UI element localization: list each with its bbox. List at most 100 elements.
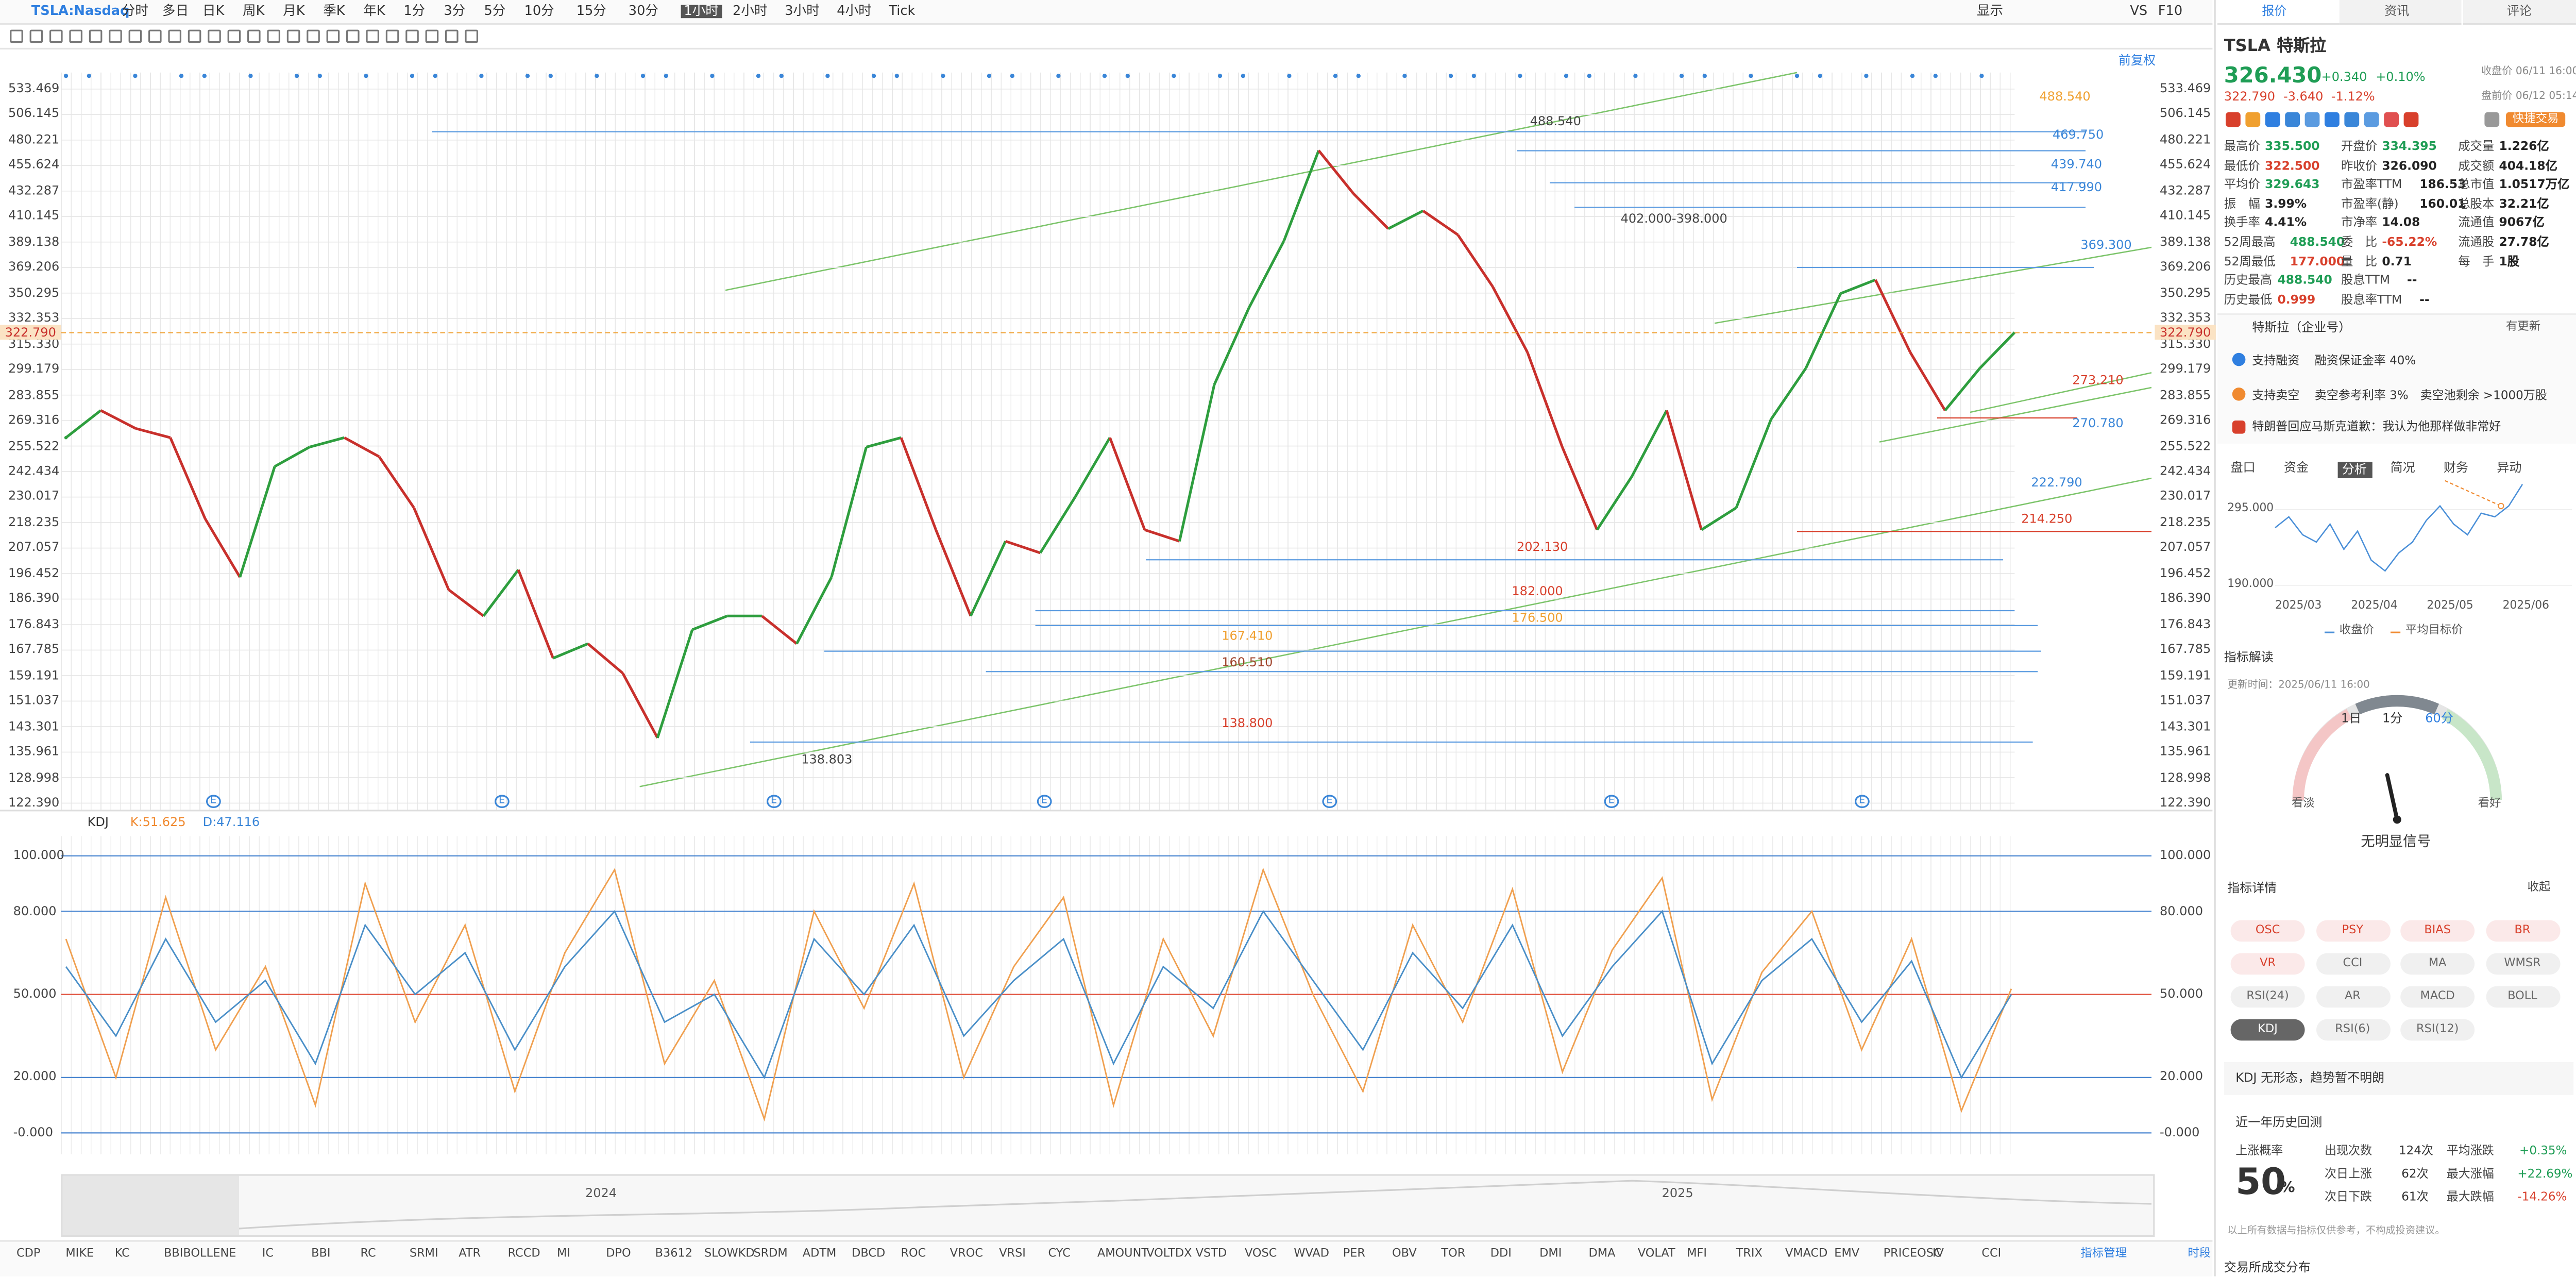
period-tab[interactable]: 5分 (484, 3, 506, 19)
panel-tab[interactable]: 报价 (2262, 3, 2287, 19)
indicator-tab[interactable]: KC (114, 1247, 130, 1260)
tool-icon[interactable] (366, 29, 379, 43)
tool-icon[interactable] (49, 29, 63, 43)
indicator-tab[interactable]: MFI (1687, 1247, 1707, 1260)
indicator-button-label[interactable]: RSI(24) (2246, 989, 2289, 1003)
tool-icon[interactable] (208, 29, 221, 43)
period-tab[interactable]: Tick (889, 3, 916, 19)
indicator-tab[interactable]: VSTD (1195, 1247, 1227, 1260)
indicator-tab[interactable]: WVAD (1294, 1247, 1329, 1260)
tool-icon[interactable] (267, 29, 280, 43)
indicator-tab[interactable]: ADTM (802, 1247, 837, 1260)
period-tab[interactable]: 3小时 (785, 3, 820, 19)
indicator-period[interactable]: 60分 (2425, 711, 2453, 726)
indicator-tab[interactable]: VOLAT (1637, 1247, 1675, 1260)
indicator-period[interactable]: 1日 (2341, 711, 2362, 726)
indicator-tab[interactable]: ROC (901, 1247, 926, 1260)
period-tab[interactable]: 月K (283, 3, 305, 19)
tool-icon[interactable] (286, 29, 300, 43)
tool-icon[interactable] (405, 29, 419, 43)
indicator-button-label[interactable]: BOLL (2507, 989, 2537, 1003)
indicator-tab[interactable]: AMOUNT (1097, 1247, 1149, 1260)
indicator-tab[interactable]: IC (262, 1247, 274, 1260)
indicator-button[interactable] (2230, 920, 2305, 942)
indicator-tab[interactable]: RC (360, 1247, 376, 1260)
tool-icon[interactable] (425, 29, 439, 43)
indicator-tab[interactable]: DPO (606, 1247, 631, 1260)
earnings-marker[interactable]: E (1322, 795, 1337, 808)
tool-icon[interactable] (69, 29, 82, 43)
tool-icon[interactable] (168, 29, 181, 43)
indicator-tab[interactable]: RCCD (507, 1247, 540, 1260)
tool-icon[interactable] (148, 29, 162, 43)
indicator-button[interactable] (2315, 986, 2390, 1008)
earnings-marker[interactable]: E (767, 795, 782, 808)
indicator-tab[interactable]: VMACD (1785, 1247, 1828, 1260)
indicator-button-label[interactable]: MA (2428, 956, 2447, 970)
period-tab[interactable]: 3分 (444, 3, 466, 19)
earnings-marker[interactable]: E (1037, 795, 1052, 808)
earnings-marker[interactable]: E (1855, 795, 1870, 808)
indicator-tab[interactable]: DBCD (852, 1247, 886, 1260)
period-tab[interactable]: 分时 (122, 3, 148, 19)
indicator-button[interactable] (2315, 1019, 2390, 1041)
period-tab[interactable]: 2小时 (733, 3, 768, 19)
indicator-button-label[interactable]: CCI (2343, 956, 2363, 970)
indicator-tab[interactable]: TOR (1441, 1247, 1466, 1260)
tool-icon[interactable] (445, 29, 459, 43)
indicator-button[interactable] (2230, 986, 2305, 1008)
period-tab[interactable]: 周K (243, 3, 265, 19)
indicator-button[interactable] (2400, 986, 2475, 1008)
indicator-button-label[interactable]: BIAS (2424, 923, 2451, 937)
indicator-tab[interactable]: PRICEOSC (1883, 1247, 1942, 1260)
tool-icon[interactable] (10, 29, 23, 43)
indicator-tab[interactable]: ENE (213, 1247, 236, 1260)
period-tab[interactable]: 多日 (162, 3, 189, 19)
indicator-manage[interactable]: 指标管理 (2080, 1247, 2127, 1260)
indicator-tab[interactable]: IV (1933, 1247, 1944, 1260)
earnings-marker[interactable]: E (206, 795, 221, 808)
tool-icon[interactable] (385, 29, 399, 43)
analysis-tab[interactable]: 盘口 (2230, 460, 2256, 475)
indicator-button[interactable] (2400, 1019, 2475, 1041)
indicator-tab[interactable]: CCI (1981, 1247, 2002, 1260)
toolbar-button[interactable]: F10 (2158, 3, 2183, 19)
earnings-marker[interactable]: E (1604, 795, 1619, 808)
collapse[interactable]: 收起 (2527, 880, 2551, 894)
indicator-tab[interactable]: ATR (459, 1247, 481, 1260)
indicator-tab[interactable]: VROC (950, 1247, 983, 1260)
indicator-button-label[interactable]: AR (2344, 989, 2361, 1003)
earnings-marker[interactable]: E (495, 795, 510, 808)
indicator-button-label[interactable]: RSI(12) (2416, 1022, 2459, 1036)
indicator-tab[interactable]: DMI (1539, 1247, 1562, 1260)
analysis-tab[interactable]: 财务 (2444, 460, 2468, 475)
quick-trade[interactable]: 快捷交易 (2506, 112, 2566, 127)
tool-icon[interactable] (227, 29, 241, 43)
indicator-tab[interactable]: PER (1343, 1247, 1365, 1260)
indicator-button[interactable] (2485, 953, 2560, 975)
indicator-tab[interactable]: SRMI (409, 1247, 438, 1260)
analysis-tab[interactable]: 简况 (2390, 460, 2415, 475)
indicator-tab[interactable]: MI (556, 1247, 570, 1260)
indicator-button[interactable] (2315, 920, 2390, 942)
indicator-tab[interactable]: VOSC (1245, 1247, 1277, 1260)
tab-bg[interactable] (2462, 0, 2576, 25)
panel-tab[interactable]: 评论 (2506, 3, 2532, 19)
tool-icon[interactable] (307, 29, 320, 43)
tool-icon[interactable] (247, 29, 261, 43)
tool-icon[interactable] (109, 29, 122, 43)
indicator-tab[interactable]: BBIBOLL (164, 1247, 213, 1260)
indicator-button[interactable] (2230, 1019, 2305, 1041)
indicator-tab[interactable]: SLOWKD (704, 1247, 755, 1260)
indicator-period[interactable]: 1分 (2382, 711, 2403, 726)
indicator-button[interactable] (2485, 920, 2560, 942)
period-tab[interactable]: 日K (202, 3, 225, 19)
headline[interactable]: 特朗普回应马斯克道歉：我认为他那样做非常好 (2252, 418, 2501, 434)
period-tab[interactable]: 1分 (403, 3, 426, 19)
indicator-tab[interactable]: CYC (1048, 1247, 1071, 1260)
indicator-button-label[interactable]: KDJ (2258, 1022, 2278, 1036)
indicator-button-label[interactable]: RSI(6) (2335, 1022, 2370, 1036)
period-tab[interactable]: 1小时 (680, 4, 722, 19)
tool-icon[interactable] (346, 29, 360, 43)
indicator-tab[interactable]: SRDM (753, 1247, 788, 1260)
